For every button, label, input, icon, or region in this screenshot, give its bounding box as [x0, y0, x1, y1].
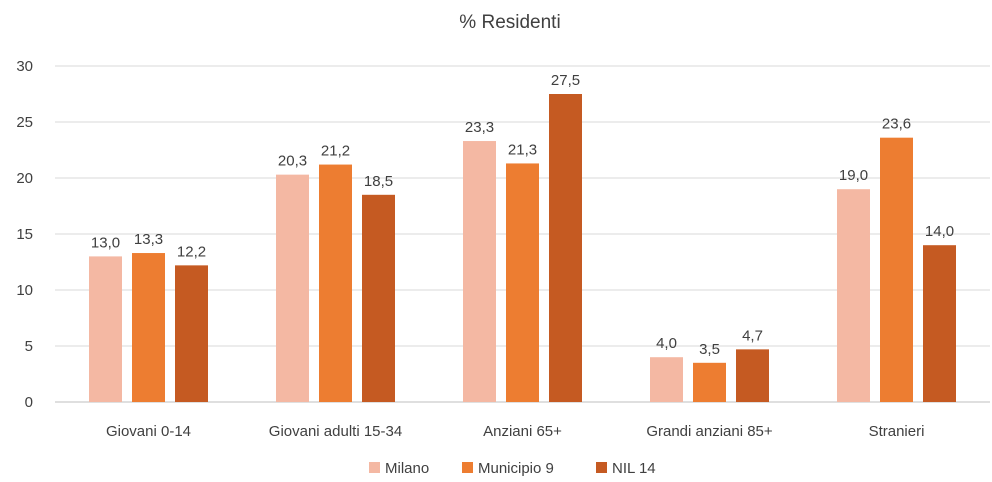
- legend-swatch: [369, 462, 380, 473]
- data-label: 13,0: [91, 234, 120, 251]
- chart-title: % Residenti: [459, 12, 560, 33]
- bar-milano: [89, 256, 122, 402]
- x-category-label: Anziani 65+: [483, 423, 562, 440]
- legend-label: Municipio 9: [478, 460, 554, 477]
- data-label: 18,5: [364, 173, 393, 190]
- data-label: 21,3: [508, 141, 537, 158]
- legend-swatch: [462, 462, 473, 473]
- x-category-label: Stranieri: [869, 423, 925, 440]
- data-label: 19,0: [839, 167, 868, 184]
- legend-swatch: [596, 462, 607, 473]
- data-label: 4,7: [742, 327, 763, 344]
- bar-milano: [650, 357, 683, 402]
- y-tick-label: 10: [16, 282, 33, 299]
- data-label: 4,0: [656, 335, 677, 352]
- data-label: 23,6: [882, 116, 911, 133]
- y-axis-ticks: 0 5 10 15 20 25 30: [16, 58, 33, 411]
- bar-municipio-9: [319, 164, 352, 402]
- x-category-label: Giovani adulti 15-34: [269, 423, 402, 440]
- bar-nil-14: [362, 194, 395, 402]
- bar-milano: [837, 189, 870, 402]
- data-label: 21,2: [321, 143, 350, 160]
- legend: Milano Municipio 9 NIL 14: [369, 460, 656, 477]
- data-label: 27,5: [551, 72, 580, 89]
- data-label: 3,5: [699, 341, 720, 358]
- legend-label: Milano: [385, 460, 429, 477]
- bar-municipio-9: [880, 137, 913, 402]
- bar-milano: [463, 141, 496, 403]
- legend-label: NIL 14: [612, 460, 656, 477]
- data-label: 23,3: [465, 119, 494, 136]
- x-category-label: Giovani 0-14: [106, 423, 191, 440]
- bar-municipio-9: [506, 163, 539, 402]
- y-tick-label: 25: [16, 114, 33, 131]
- x-category-label: Grandi anziani 85+: [646, 423, 773, 440]
- bar-milano: [276, 174, 309, 402]
- data-label: 12,2: [177, 243, 206, 260]
- bar-nil-14: [736, 349, 769, 402]
- y-tick-label: 5: [25, 338, 33, 355]
- data-label: 14,0: [925, 223, 954, 240]
- bar-nil-14: [175, 265, 208, 402]
- x-axis-categories: Giovani 0-14 Giovani adulti 15-34 Anziani …: [106, 423, 924, 440]
- y-tick-label: 0: [25, 394, 33, 411]
- bar-nil-14: [923, 245, 956, 402]
- data-label: 13,3: [134, 231, 163, 248]
- y-tick-label: 15: [16, 226, 33, 243]
- bars: [89, 94, 956, 403]
- bar-nil-14: [549, 94, 582, 402]
- bar-municipio-9: [132, 253, 165, 402]
- y-tick-label: 20: [16, 170, 33, 187]
- data-label: 20,3: [278, 153, 307, 170]
- data-labels: 13,0 13,3 12,2 20,3 21,2 18,5 23,3 21,3 27,5 4,0 3…: [91, 72, 954, 358]
- y-tick-label: 30: [16, 58, 33, 75]
- bar-municipio-9: [693, 362, 726, 402]
